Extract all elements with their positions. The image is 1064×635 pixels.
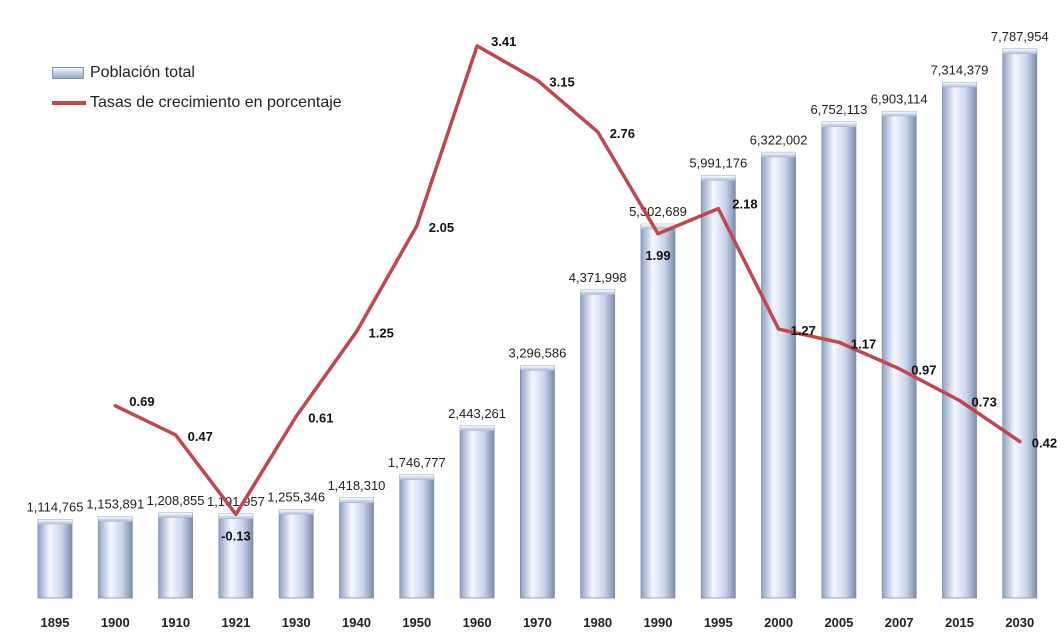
x-tick-label: 2000: [764, 615, 793, 630]
x-tick-label: 1960: [463, 615, 492, 630]
population-value-label: 7,787,954: [991, 29, 1049, 44]
growth-value-label: 0.61: [308, 410, 333, 425]
x-tick-label: 1921: [221, 615, 250, 630]
population-bar-cap-1950: [399, 474, 434, 480]
population-value-label: 1,255,346: [267, 489, 325, 504]
population-value-label: 1,746,777: [388, 455, 446, 470]
legend-label-population: Población total: [90, 64, 195, 81]
population-bar-cap-2015: [942, 82, 977, 88]
growth-value-label: 1.25: [369, 326, 394, 341]
population-bar-2005: [821, 121, 857, 599]
growth-value-label: 1.99: [645, 248, 670, 263]
legend-label-growth: Tasas de crecimiento en porcentaje: [90, 94, 342, 111]
growth-value-label: 3.15: [549, 74, 574, 89]
growth-value-label: 2.18: [732, 197, 757, 212]
x-tick-label: 2030: [1005, 615, 1034, 630]
population-bar-1895: [37, 519, 73, 599]
population-bar-cap-1980: [580, 289, 615, 295]
population-bar-1930: [278, 509, 314, 599]
population-bar-cap-1930: [279, 509, 314, 515]
population-bar-2000: [761, 151, 796, 599]
x-tick-label: 1930: [282, 615, 311, 630]
population-bar-cap-1921: [218, 513, 253, 519]
x-tick-label: 1970: [523, 615, 552, 630]
population-value-label: 7,314,379: [931, 62, 989, 77]
population-bar-1900: [97, 516, 133, 599]
population-bar-1970: [520, 365, 555, 599]
population-value-label: 1,114,765: [27, 499, 84, 514]
population-bar-1980: [580, 289, 616, 599]
growth-rate-line: [113, 44, 1022, 517]
growth-value-label: 1.17: [851, 336, 876, 351]
population-value-label: 6,752,113: [810, 102, 867, 117]
population-bar-cap-1895: [38, 519, 72, 525]
population-bar-1921: [218, 513, 254, 599]
growth-value-label: 1.27: [791, 323, 816, 338]
x-tick-label: 1900: [101, 615, 130, 630]
population-bar-1950: [399, 474, 435, 599]
population-bar-2030: [1002, 48, 1038, 599]
population-value-label: 6,322,002: [750, 132, 808, 147]
population-value-label: 1,153,891: [86, 497, 144, 512]
population-bar-cap-2005: [821, 121, 856, 127]
population-bar-cap-2007: [882, 111, 917, 117]
population-value-label: 6,903,114: [871, 91, 928, 106]
population-value-label: 2,443,261: [448, 406, 506, 421]
population-value-label: 1,208,855: [147, 493, 205, 508]
growth-value-label: 0.73: [972, 394, 997, 409]
population-bar-2007: [881, 110, 917, 599]
population-value-label: 5,302,689: [629, 204, 687, 219]
legend-item-population: Población total: [52, 58, 342, 88]
x-tick-label: 2015: [945, 615, 974, 630]
population-value-label: 3,296,586: [508, 346, 566, 361]
legend-item-growth: Tasas de crecimiento en porcentaje: [52, 88, 342, 118]
population-bar-cap-1960: [460, 425, 495, 431]
x-tick-label: 2005: [824, 615, 853, 630]
population-bar-1940: [339, 497, 374, 599]
x-tick-label: 2007: [885, 615, 914, 630]
x-tick-label: 1950: [402, 615, 431, 630]
population-bar-1995: [700, 175, 736, 599]
population-bar-1910: [158, 512, 194, 599]
population-value-label: 1,418,310: [328, 478, 386, 493]
x-tick-label: 1980: [583, 615, 612, 630]
population-bar-cap-2000: [761, 152, 796, 158]
legend-line-swatch: [52, 101, 86, 105]
x-tick-label: 1910: [161, 615, 190, 630]
population-bar-cap-1995: [701, 175, 736, 181]
growth-value-label: 2.76: [610, 126, 635, 141]
growth-value-label: 0.69: [129, 394, 154, 409]
growth-value-label: 3.41: [491, 34, 516, 49]
legend: Población total Tasas de crecimiento en …: [52, 58, 342, 118]
x-tick-label: 1940: [342, 615, 371, 630]
population-bar-cap-1940: [339, 498, 374, 504]
growth-value-label: 0.47: [188, 429, 213, 444]
growth-value-label: 2.05: [429, 220, 454, 235]
population-bar-cap-1990: [641, 224, 675, 230]
population-bar-cap-1900: [98, 516, 133, 522]
legend-bar-swatch: [52, 67, 84, 79]
growth-value-label: 0.42: [1032, 436, 1057, 451]
population-value-label: 4,371,998: [569, 270, 627, 285]
x-tick-label: 1990: [644, 615, 673, 630]
population-value-label: 5,991,176: [689, 156, 747, 171]
x-tick-label: 1995: [704, 615, 733, 630]
population-bar-1960: [459, 425, 495, 599]
growth-value-label: 0.97: [911, 363, 936, 378]
population-bar-2015: [942, 81, 977, 599]
population-bar-cap-2030: [1002, 48, 1037, 54]
growth-value-label: -0.13: [221, 528, 251, 543]
population-bar-1990: [640, 223, 676, 599]
population-value-label: 1,191,957: [207, 494, 265, 509]
population-bar-cap-1970: [520, 365, 555, 371]
x-tick-label: 1895: [41, 615, 70, 630]
population-bar-cap-1910: [158, 512, 193, 518]
